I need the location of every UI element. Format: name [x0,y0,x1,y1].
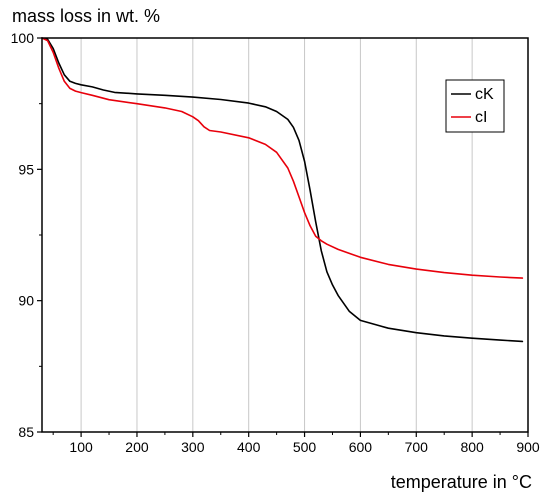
y-tick-label-95: 95 [18,161,34,177]
series-line-ci [41,37,524,279]
legend-label-ci: cI [475,109,487,126]
x-tick-label-500: 500 [293,439,317,455]
data-series [41,37,524,343]
x-axis-title: temperature in °C [391,472,532,492]
x-tick-label-600: 600 [349,439,373,455]
x-tick-label-800: 800 [460,439,484,455]
y-tick-label-85: 85 [18,424,34,440]
y-tick-label-90: 90 [18,293,34,309]
x-tick-label-900: 900 [516,439,540,455]
x-tick-label-400: 400 [237,439,261,455]
x-axis-ticks: 100 200 300 400 500 600 700 800 900 [52,432,540,455]
x-tick-label-300: 300 [181,439,205,455]
series-line-ck [41,37,524,343]
x-tick-label-200: 200 [125,439,149,455]
vertical-gridlines [80,38,473,432]
legend: cK cI [445,79,505,133]
legend-box [445,79,505,133]
y-axis-title: mass loss in wt. % [12,6,160,26]
legend-label-ck: cK [475,86,494,103]
y-axis-ticks: 85 90 95 100 [11,30,42,440]
y-tick-label-100: 100 [11,30,35,46]
x-tick-label-700: 700 [405,439,429,455]
x-tick-label-100: 100 [69,439,93,455]
